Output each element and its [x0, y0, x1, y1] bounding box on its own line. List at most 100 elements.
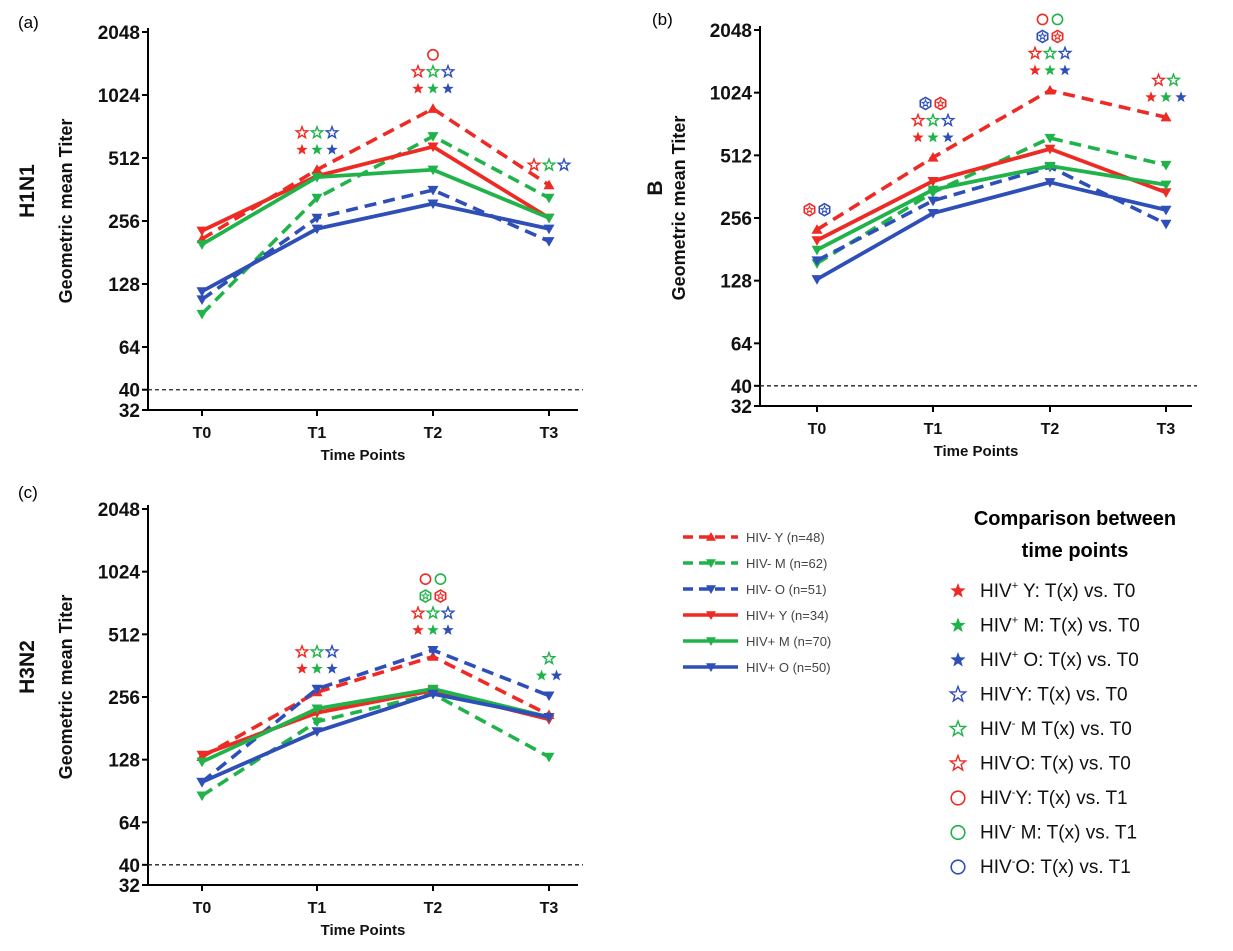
series-line	[201, 654, 550, 759]
data-point	[196, 309, 208, 320]
data-point	[196, 287, 208, 297]
x-tick-label: T3	[1157, 421, 1176, 438]
data-point	[1044, 84, 1056, 95]
circle-icon	[950, 824, 966, 841]
data-point	[311, 193, 323, 204]
star-icon	[1044, 64, 1056, 76]
data-point	[196, 240, 208, 250]
star-icon	[1175, 91, 1187, 103]
star-icon	[427, 82, 439, 94]
data-point	[1044, 178, 1056, 188]
y-axis-label: Geometric mean Titer	[669, 116, 689, 301]
comparison-prefix: HIV	[980, 650, 1012, 671]
comparison-title: time points	[1022, 540, 1129, 562]
data-point	[811, 224, 823, 234]
y-tick-label: 32	[119, 401, 140, 422]
y-tick-label: 128	[720, 272, 752, 293]
comparison-rest: Y: T(x) vs. T1	[1015, 788, 1127, 809]
data-point	[311, 224, 323, 235]
chart-panels: (a)H1N1 Geometric mean Titer3240641282565…	[16, 10, 1197, 939]
star-icon	[912, 131, 924, 143]
y-tick-label: 512	[720, 146, 752, 167]
comparison-prefix: HIV	[980, 788, 1012, 809]
star-icon	[326, 662, 338, 674]
x-tick-label: T1	[308, 425, 327, 442]
hexagon-star-icon	[435, 591, 446, 601]
open-star-icon	[309, 124, 325, 140]
star-icon	[1145, 91, 1157, 103]
open-star-icon	[440, 63, 456, 79]
star-icon	[412, 82, 424, 94]
comparison-prefix: HIV	[980, 581, 1012, 602]
star-icon	[1029, 64, 1041, 76]
circle-icon	[950, 859, 966, 875]
data-point	[311, 213, 323, 224]
open-star-icon	[925, 112, 941, 127]
data-point	[1160, 188, 1172, 198]
legend-label: HIV+ O (n=50)	[746, 660, 831, 675]
series-line	[201, 691, 550, 784]
comparison-sup: +	[1012, 615, 1018, 627]
open-star-icon	[556, 157, 572, 172]
hexagon-icon	[1036, 29, 1049, 44]
hexagon-icon	[434, 589, 447, 604]
circle-icon	[419, 573, 432, 586]
hexagon-icon	[818, 202, 831, 217]
data-point	[311, 172, 323, 183]
open-star-icon	[425, 63, 441, 79]
comparison-prefix: HIV	[980, 719, 1012, 740]
star-icon	[311, 143, 323, 155]
star-icon	[950, 652, 966, 667]
data-point	[1160, 205, 1172, 216]
data-point	[927, 196, 939, 207]
data-point	[543, 193, 555, 204]
hexagon-star-icon	[804, 204, 815, 214]
series-line	[200, 648, 550, 784]
open-star-icon	[425, 605, 441, 620]
series-line	[201, 167, 550, 246]
open-star-icon	[1042, 45, 1058, 60]
comparison-rest: M: T(x) vs. T0	[1018, 616, 1140, 637]
data-point	[196, 750, 208, 761]
data-point	[311, 704, 323, 715]
data-point	[427, 199, 439, 210]
data-point	[927, 209, 939, 219]
data-point	[196, 791, 208, 802]
open-star-icon	[948, 753, 968, 772]
y-tick-label: 64	[731, 334, 753, 355]
y-tick-label: 512	[108, 625, 140, 646]
data-point	[427, 142, 439, 153]
data-point	[427, 645, 439, 656]
legend-marker	[706, 637, 716, 646]
series-line	[816, 164, 1167, 252]
star-icon	[442, 82, 454, 94]
comparison-sup: +	[1012, 649, 1018, 661]
x-tick-label: T2	[424, 425, 443, 442]
series-line	[816, 165, 1167, 263]
series-line	[816, 88, 1167, 232]
star-icon	[950, 583, 966, 598]
data-point	[427, 132, 439, 142]
star-icon	[1059, 64, 1071, 76]
x-axis-label: Time Points	[321, 447, 406, 464]
series-line	[201, 201, 550, 294]
data-point	[543, 691, 555, 702]
open-star-icon	[910, 112, 926, 127]
open-star-icon	[324, 643, 340, 659]
open-star-icon	[309, 643, 325, 659]
comparison-sup: -	[1012, 718, 1016, 730]
circle-icon	[950, 790, 966, 806]
open-star-icon	[948, 684, 968, 703]
series-line	[816, 136, 1167, 265]
comparison-item: HIV+ O: T(x) vs. T0	[980, 649, 1139, 671]
x-tick-label: T1	[924, 421, 943, 438]
star-icon	[1160, 91, 1172, 103]
hexagon-icon	[919, 96, 932, 111]
comparison-item: HIV-Y: T(x) vs. T1	[980, 787, 1128, 809]
data-point	[196, 295, 208, 305]
comparison-rest: Y: T(x) vs. T0	[1015, 685, 1127, 706]
hexagon-star-icon	[420, 591, 431, 601]
open-star-icon	[1165, 72, 1182, 87]
series-legend: HIV- Y (n=48) HIV- M (n=62) HIV- O (n=51) H…	[683, 530, 831, 675]
